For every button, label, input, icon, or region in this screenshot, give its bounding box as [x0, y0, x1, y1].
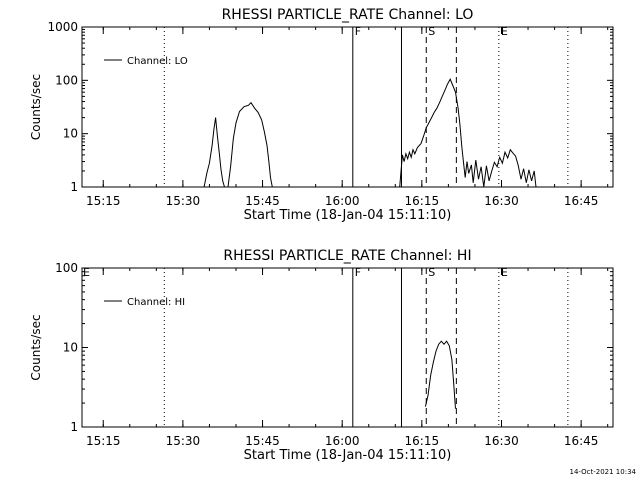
- legend-entry: Channel: LO: [127, 56, 188, 67]
- x-tick-label: 15:15: [86, 434, 121, 448]
- y-tick-label: 100: [55, 261, 78, 275]
- x-axis-label: Start Time (18-Jan-04 15:11:10): [244, 208, 452, 223]
- x-tick-label: 16:00: [325, 434, 360, 448]
- hi-channel-panel: RHESSI PARTICLE_RATE Channel: HI 1 10 100 15…: [29, 248, 614, 463]
- x-tick-label: 16:45: [564, 194, 599, 208]
- series-trace-0-segment-0: [203, 101, 273, 188]
- x-tick-label: 15:45: [245, 194, 280, 208]
- series-trace-0-segment-1: [399, 78, 537, 188]
- y-tick-label: 100: [55, 73, 78, 87]
- y-tick-label: 10: [63, 127, 78, 141]
- x-tick-label: 16:00: [325, 194, 360, 208]
- y-axis-label: Counts/sec: [29, 314, 43, 380]
- x-tick-label: 16:15: [405, 194, 440, 208]
- x-tick-label: 15:15: [86, 194, 121, 208]
- x-axis-label: Start Time (18-Jan-04 15:11:10): [244, 448, 452, 463]
- edge-marker-label: E: [83, 266, 90, 279]
- marker-label: F: [355, 25, 361, 38]
- y-tick-label: 10: [63, 341, 78, 355]
- x-tick-label: 15:30: [166, 194, 201, 208]
- x-tick-label: 15:30: [166, 434, 201, 448]
- x-tick-label: 16:15: [405, 434, 440, 448]
- plot-frame: [81, 267, 614, 428]
- legend-entry: Channel: HI: [127, 297, 185, 308]
- footer-timestamp: 14-Oct-2021 10:34: [570, 468, 637, 476]
- marker-label: S: [428, 266, 435, 279]
- marker-label: E: [501, 266, 508, 279]
- chart-title: RHESSI PARTICLE_RATE Channel: LO: [222, 7, 474, 23]
- y-axis-label: Counts/sec: [29, 74, 43, 140]
- marker-label: E: [501, 25, 508, 38]
- y-tick-label: 1: [70, 180, 78, 194]
- y-tick-label: 1000: [47, 20, 78, 34]
- chart-title: RHESSI PARTICLE_RATE Channel: HI: [223, 248, 471, 264]
- series-trace-0-segment-0: [424, 340, 456, 409]
- x-tick-label: 16:30: [484, 434, 519, 448]
- x-tick-label: 15:45: [245, 434, 280, 448]
- plot-frame: [81, 26, 614, 188]
- x-tick-label: 16:45: [564, 434, 599, 448]
- lo-channel-panel: RHESSI PARTICLE_RATE Channel: LO 1 10 100 10…: [29, 7, 614, 223]
- y-tick-label: 1: [70, 420, 78, 434]
- x-tick-label: 16:30: [484, 194, 519, 208]
- marker-label: F: [355, 266, 361, 279]
- marker-label: S: [428, 25, 435, 38]
